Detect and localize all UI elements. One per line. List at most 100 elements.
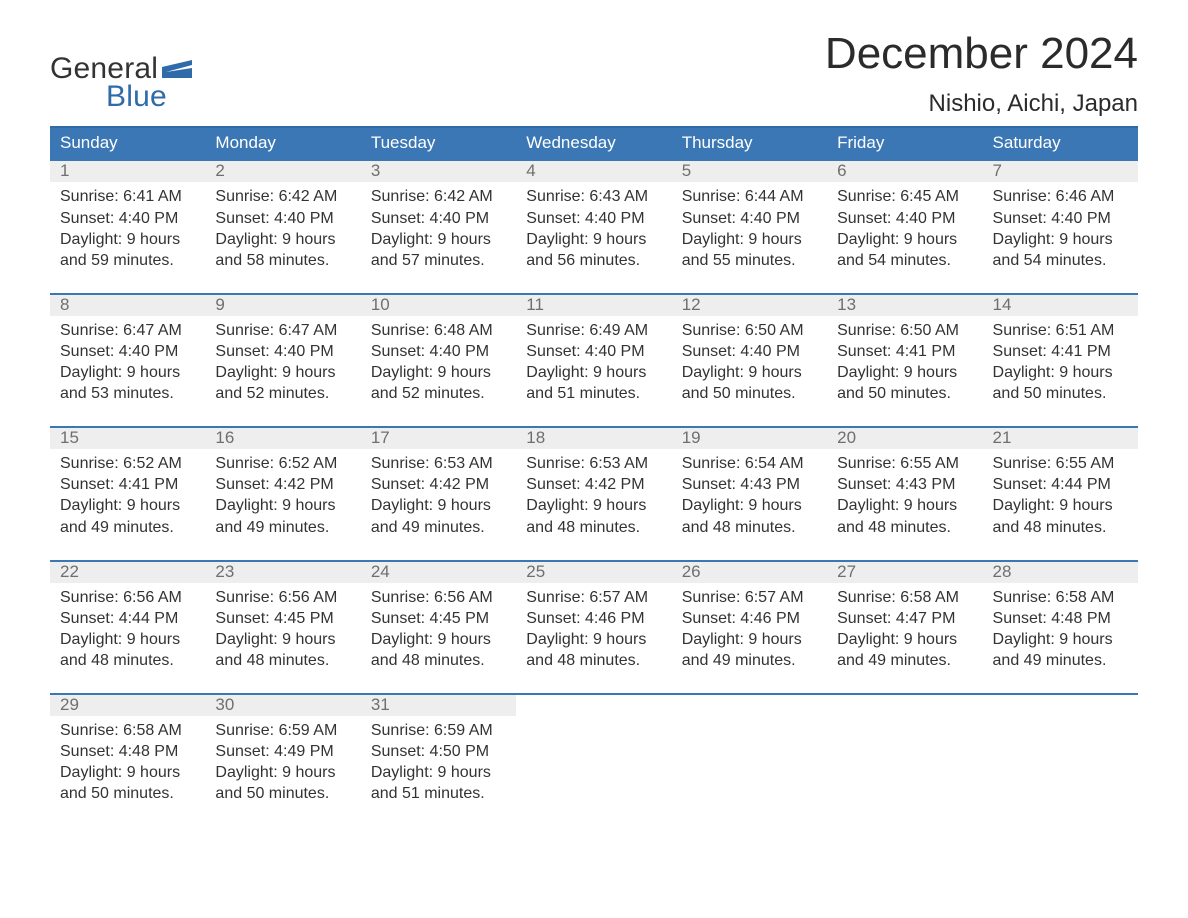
sunset-line: Sunset: 4:47 PM (837, 608, 972, 629)
day-details: Sunrise: 6:54 AMSunset: 4:43 PMDaylight:… (672, 449, 827, 537)
month-title: December 2024 (825, 30, 1138, 78)
sunrise-line: Sunrise: 6:50 AM (682, 320, 817, 341)
day-number (827, 695, 982, 716)
day-cell: Sunrise: 6:58 AMSunset: 4:47 PMDaylight:… (827, 583, 982, 671)
day-cell: Sunrise: 6:56 AMSunset: 4:44 PMDaylight:… (50, 583, 205, 671)
day-details: Sunrise: 6:41 AMSunset: 4:40 PMDaylight:… (50, 182, 205, 270)
sunrise-line: Sunrise: 6:58 AM (993, 587, 1128, 608)
sunset-line: Sunset: 4:40 PM (526, 208, 661, 229)
day-cell: Sunrise: 6:59 AMSunset: 4:49 PMDaylight:… (205, 716, 360, 804)
daylight-line: Daylight: 9 hours and 50 minutes. (837, 362, 972, 404)
day-cell: Sunrise: 6:56 AMSunset: 4:45 PMDaylight:… (361, 583, 516, 671)
sunrise-line: Sunrise: 6:53 AM (526, 453, 661, 474)
daylight-line: Daylight: 9 hours and 53 minutes. (60, 362, 195, 404)
day-number: 25 (516, 562, 671, 583)
sunrise-line: Sunrise: 6:56 AM (60, 587, 195, 608)
sunset-line: Sunset: 4:41 PM (837, 341, 972, 362)
day-details: Sunrise: 6:58 AMSunset: 4:48 PMDaylight:… (50, 716, 205, 804)
day-number: 3 (361, 161, 516, 182)
sunrise-line: Sunrise: 6:48 AM (371, 320, 506, 341)
day-header-thu: Thursday (672, 128, 827, 159)
daylight-line: Daylight: 9 hours and 48 minutes. (371, 629, 506, 671)
sunset-line: Sunset: 4:42 PM (526, 474, 661, 495)
day-details: Sunrise: 6:52 AMSunset: 4:42 PMDaylight:… (205, 449, 360, 537)
daylight-line: Daylight: 9 hours and 57 minutes. (371, 229, 506, 271)
week-row: 891011121314Sunrise: 6:47 AMSunset: 4:40… (50, 293, 1138, 404)
week-body: Sunrise: 6:41 AM Sunset: 4:40 PM Daylight:… (50, 182, 1138, 270)
day-header-mon: Monday (205, 128, 360, 159)
daylight-line: Daylight: 9 hours and 49 minutes. (371, 495, 506, 537)
day-details: Sunrise: 6:56 AMSunset: 4:45 PMDaylight:… (205, 583, 360, 671)
daylight-line: Daylight: 9 hours and 48 minutes. (837, 495, 972, 537)
day-number: 27 (827, 562, 982, 583)
day-cell: Sunrise: 6:42 AMSunset: 4:40 PMDaylight:… (205, 182, 360, 270)
sunrise-line: Sunrise: 6:58 AM (837, 587, 972, 608)
day-header-wed: Wednesday (516, 128, 671, 159)
day-number-row: 293031 (50, 693, 1138, 716)
day-number: 2 (205, 161, 360, 182)
sunset-line: Sunset: 4:40 PM (837, 208, 972, 229)
day-details: Sunrise: 6:48 AMSunset: 4:40 PMDaylight:… (361, 316, 516, 404)
day-details: Sunrise: 6:45 AMSunset: 4:40 PMDaylight:… (827, 182, 982, 270)
day-number: 4 (516, 161, 671, 182)
day-header-sat: Saturday (983, 128, 1138, 159)
sunrise-line: Sunrise: 6:52 AM (215, 453, 350, 474)
sunset-line: Sunset: 4:40 PM (526, 341, 661, 362)
day-details: Sunrise: 6:58 AMSunset: 4:47 PMDaylight:… (827, 583, 982, 671)
day-number (672, 695, 827, 716)
day-cell: Sunrise: 6:50 AMSunset: 4:41 PMDaylight:… (827, 316, 982, 404)
week-body: Sunrise: 6:47 AMSunset: 4:40 PMDaylight:… (50, 316, 1138, 404)
day-details: Sunrise: 6:56 AMSunset: 4:45 PMDaylight:… (361, 583, 516, 671)
daylight-line: Daylight: 9 hours and 52 minutes. (371, 362, 506, 404)
day-details: Sunrise: 6:57 AMSunset: 4:46 PMDaylight:… (672, 583, 827, 671)
day-number: 24 (361, 562, 516, 583)
week-row: 22232425262728Sunrise: 6:56 AMSunset: 4:… (50, 560, 1138, 671)
day-details: Sunrise: 6:55 AMSunset: 4:44 PMDaylight:… (983, 449, 1138, 537)
sunset-line: Sunset: 4:43 PM (837, 474, 972, 495)
day-number-row: 891011121314 (50, 293, 1138, 316)
sunrise-line: Sunrise: 6:54 AM (682, 453, 817, 474)
sunrise-line: Sunrise: 6:59 AM (371, 720, 506, 741)
daylight-line: Daylight: 9 hours and 48 minutes. (526, 495, 661, 537)
day-cell: Sunrise: 6:57 AMSunset: 4:46 PMDaylight:… (672, 583, 827, 671)
day-cell: Sunrise: 6:53 AMSunset: 4:42 PMDaylight:… (516, 449, 671, 537)
daylight-line: Daylight: 9 hours and 54 minutes. (993, 229, 1128, 271)
day-header-fri: Friday (827, 128, 982, 159)
day-number (516, 695, 671, 716)
sunset-line: Sunset: 4:50 PM (371, 741, 506, 762)
day-details: Sunrise: 6:58 AMSunset: 4:48 PMDaylight:… (983, 583, 1138, 671)
sunrise-line: Sunrise: 6:55 AM (837, 453, 972, 474)
brand-logo: General Blue (50, 54, 192, 112)
day-details: Sunrise: 6:47 AMSunset: 4:40 PMDaylight:… (205, 316, 360, 404)
day-cell: Sunrise: 6:45 AMSunset: 4:40 PMDaylight:… (827, 182, 982, 270)
sunset-line: Sunset: 4:40 PM (215, 341, 350, 362)
week-body: Sunrise: 6:58 AMSunset: 4:48 PMDaylight:… (50, 716, 1138, 804)
location-label: Nishio, Aichi, Japan (825, 90, 1138, 118)
day-number: 31 (361, 695, 516, 716)
daylight-line: Daylight: 9 hours and 52 minutes. (215, 362, 350, 404)
sunrise-line: Sunrise: 6:58 AM (60, 720, 195, 741)
day-cell: Sunrise: 6:56 AMSunset: 4:45 PMDaylight:… (205, 583, 360, 671)
day-cell: Sunrise: 6:54 AMSunset: 4:43 PMDaylight:… (672, 449, 827, 537)
week-row: 15161718192021Sunrise: 6:52 AMSunset: 4:… (50, 426, 1138, 537)
day-number: 28 (983, 562, 1138, 583)
day-details: Sunrise: 6:59 AMSunset: 4:49 PMDaylight:… (205, 716, 360, 804)
day-details: Sunrise: 6:50 AMSunset: 4:40 PMDaylight:… (672, 316, 827, 404)
sunset-line: Sunset: 4:41 PM (60, 474, 195, 495)
calendar: Sunday Monday Tuesday Wednesday Thursday… (50, 126, 1138, 804)
day-number: 11 (516, 295, 671, 316)
daylight-line: Daylight: 9 hours and 50 minutes. (682, 362, 817, 404)
sunrise-line: Sunrise: 6:56 AM (371, 587, 506, 608)
daylight-line: Daylight: 9 hours and 51 minutes. (371, 762, 506, 804)
day-number: 1 (50, 161, 205, 182)
sunset-line: Sunset: 4:44 PM (993, 474, 1128, 495)
daylight-line: Daylight: 9 hours and 50 minutes. (60, 762, 195, 804)
sunrise-line: Sunrise: 6:45 AM (837, 186, 972, 207)
day-number: 30 (205, 695, 360, 716)
week-row: 293031Sunrise: 6:58 AMSunset: 4:48 PMDay… (50, 693, 1138, 804)
daylight-line: Daylight: 9 hours and 48 minutes. (526, 629, 661, 671)
sunset-line: Sunset: 4:42 PM (371, 474, 506, 495)
day-header-tue: Tuesday (361, 128, 516, 159)
sunrise-line: Sunrise: 6:41 AM (60, 186, 195, 207)
daylight-line: Daylight: 9 hours and 58 minutes. (215, 229, 350, 271)
